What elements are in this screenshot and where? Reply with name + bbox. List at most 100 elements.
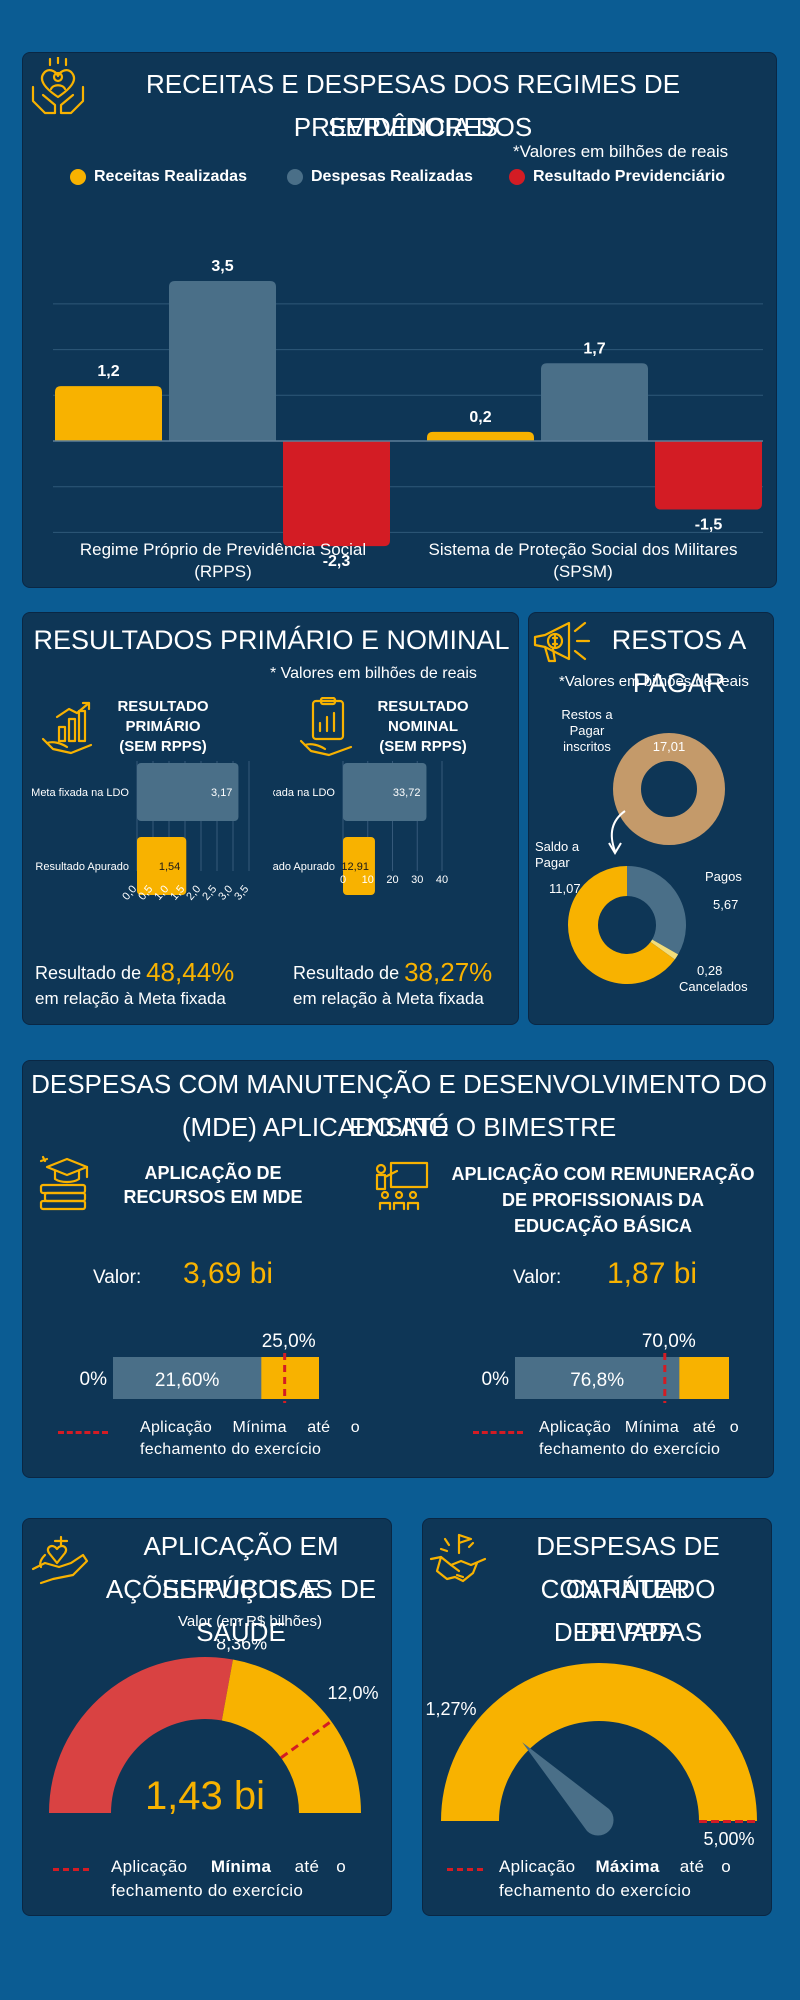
hbar-tick-label: 2,0	[184, 883, 203, 902]
donut-cancelados-label: Cancelados	[679, 979, 748, 994]
hbar-bar	[137, 763, 239, 821]
donut-inscritos-label: Pagar	[570, 723, 605, 738]
hbar-tick-label: 2,5	[200, 883, 219, 902]
donut-cancelados-value: 0,28	[697, 963, 722, 978]
hbar-category-label: Resultado Apurado	[35, 861, 129, 873]
nominal-title: RESULTADO NOMINAL (SEM RPPS)	[363, 697, 483, 757]
ppp-legend-text: Aplicação Máxima até o fechamento do exerc…	[499, 1855, 731, 1903]
ppp-legend-post: até o	[679, 1857, 731, 1876]
mde-right-legend-line1: Aplicação Mínima até o	[539, 1419, 739, 1436]
nominal-result: Resultado de 38,27% em relação à Meta fi…	[293, 957, 523, 1010]
gauge-arc	[441, 1663, 757, 1821]
primario-title-2: PRIMÁRIO	[125, 718, 201, 735]
ppp-legend-pre: Aplicação	[499, 1857, 576, 1876]
hand-chart-icon	[41, 701, 93, 755]
gauge-value-label: 1,27%	[425, 1699, 476, 1719]
legend-resultado-label: Resultado Previdenciário	[533, 168, 726, 185]
panel-ppp: DESPESAS DE CARÁTER CONTINUADO DERIVADAS…	[422, 1518, 772, 1916]
megaphone-money-icon	[533, 621, 591, 663]
gauge-min-marker	[280, 1720, 333, 1759]
mde-progress-bars: 0% 21,60% 25,0% 0% 76,8% 70,0%	[80, 1331, 729, 1403]
section6-title-line1: DESPESAS DE CARÁTER	[536, 1531, 720, 1604]
nominal-title-1: RESULTADO	[377, 698, 469, 715]
hbar-bar	[137, 837, 187, 895]
section5-title-line1: APLICAÇÃO EM SERVIÇOS E	[143, 1531, 339, 1604]
legend-dot-grey	[287, 168, 303, 185]
category-label: Sistema de Proteção Social dos Militares	[429, 540, 738, 559]
dashed-line-icon	[473, 1431, 523, 1434]
health-hand-icon	[31, 1535, 89, 1585]
panel-resultados: RESULTADOS PRIMÁRIO E NOMINAL * Valores …	[22, 612, 519, 1025]
bar-data-label: 3,5	[211, 258, 233, 275]
mde-right-value: 1,87 bi	[607, 1257, 698, 1290]
progress-zero-label: 0%	[80, 1369, 108, 1390]
primario-title: RESULTADO PRIMÁRIO (SEM RPPS)	[93, 697, 233, 757]
section5-subtitle: Valor (em R$ bilhões)	[178, 1613, 322, 1630]
hbar-bar	[343, 763, 427, 821]
hbar-data-label: 33,72	[393, 787, 421, 799]
donut-inscritos-value: 17,01	[653, 739, 686, 754]
hbar-category-label: Meta fixada na LDO	[31, 787, 129, 799]
category-label: (RPPS)	[194, 562, 252, 581]
primario-title-1: RESULTADO	[117, 698, 209, 715]
nominal-result-suffix: em relação à Meta fixada	[293, 989, 484, 1008]
nominal-hbar-chart: Meta fixada na LDO 33,72 Resultado Apurado…	[273, 761, 448, 895]
section6-title-line3: DE PPP	[580, 1617, 676, 1647]
gauge-max-label: 5,00%	[703, 1829, 754, 1849]
ppp-legend-bold: Máxima	[595, 1857, 660, 1876]
panel-previdencia: RECEITAS E DESPESAS DOS REGIMES DE PREVI…	[22, 52, 777, 588]
mde-right-title-1: APLICAÇÃO COM REMUNERAÇÃO	[451, 1164, 755, 1184]
section2-title: RESULTADOS PRIMÁRIO E NOMINAL	[33, 625, 510, 655]
gauge-value-arc	[49, 1657, 233, 1813]
bar-data-label: -1,5	[695, 517, 723, 534]
bar-data-label: 1,7	[583, 340, 605, 357]
ppp-gauge-chart: 1,27% 5,00%	[425, 1663, 757, 1849]
arrow-head-icon	[608, 842, 622, 855]
gauge-center-value: 1,43 bi	[145, 1774, 265, 1818]
bar-data-label: -2,3	[323, 553, 351, 570]
section5-title-line2: AÇÕES PÚBLICAS DE SAÚDE	[105, 1574, 377, 1647]
progress-min-label: 70,0%	[642, 1331, 696, 1352]
donut-inscritos-ring	[613, 733, 725, 845]
bar-despesas-realizadas	[541, 363, 648, 441]
donut-inscritos-label: inscritos	[563, 739, 611, 754]
saude-legend-line1: Aplicação Mínima até o	[111, 1855, 346, 1879]
donut-pagos-value: 5,67	[713, 897, 738, 912]
mde-left-value-label: Valor:	[93, 1267, 142, 1288]
gauge-needle	[522, 1742, 614, 1836]
panel-saude: APLICAÇÃO EM SERVIÇOS E AÇÕES PÚBLICAS D…	[22, 1518, 392, 1916]
mde-left-legend-line2: fechamento do exercício	[140, 1441, 322, 1458]
progress-fill	[515, 1357, 680, 1399]
mde-right-title-2: DE PROFISSIONAIS DA	[501, 1190, 705, 1210]
donut-pagos-label: Pagos	[705, 869, 742, 884]
hbar-tick-label: 0,0	[120, 883, 139, 902]
section1-note: *Valores em bilhões de reais	[513, 142, 729, 161]
panel-restos: RESTOS A PAGAR *Valores em bilhões de re…	[528, 612, 774, 1025]
progress-value-label: 21,60%	[155, 1370, 220, 1391]
legend-dot-red	[509, 168, 525, 185]
section4-title-line1: DESPESAS COM MANUTENÇÃO E DESENVOLVIMENT…	[31, 1069, 767, 1142]
dashed-line-icon	[447, 1868, 483, 1871]
legend-receitas-label: Receitas Realizadas	[94, 168, 247, 185]
section1-title-line2: SERVIDORES	[327, 112, 498, 142]
progress-fill	[113, 1357, 262, 1399]
saude-legend-post: até o	[294, 1857, 346, 1876]
gauge-value-label: 8,36%	[216, 1639, 267, 1654]
mde-left-title-1: APLICAÇÃO DE	[144, 1163, 282, 1183]
category-label: Regime Próprio de Previdência Social	[80, 540, 366, 559]
primario-title-3: (SEM RPPS)	[119, 738, 207, 755]
donut-saldo-slice	[626, 866, 686, 955]
legend-dot-yellow	[70, 168, 86, 185]
bar-receitas-realizadas	[55, 386, 162, 441]
hbar-tick-label: 10	[362, 874, 374, 886]
saude-legend-bold: Mínima	[210, 1857, 272, 1876]
primario-result-suffix: em relação à Meta fixada	[35, 989, 226, 1008]
nominal-title-2: NOMINAL	[388, 718, 458, 735]
mde-right-title-3: EDUCAÇÃO BÁSICA	[513, 1216, 692, 1236]
hbar-data-label: 1,54	[159, 861, 180, 873]
mde-left-title: APLICAÇÃO DE RECURSOS EM MDE	[103, 1161, 323, 1209]
saude-gauge-chart: 8,36% 12,0% 1,43 bi	[49, 1639, 379, 1818]
section4-title-line2: (MDE) APLICADO ATÉ O BIMESTRE	[181, 1112, 617, 1142]
mde-left-value: 3,69 bi	[183, 1257, 274, 1290]
mde-right-title: APLICAÇÃO COM REMUNERAÇÃO DE PROFISSIONA…	[433, 1161, 773, 1239]
